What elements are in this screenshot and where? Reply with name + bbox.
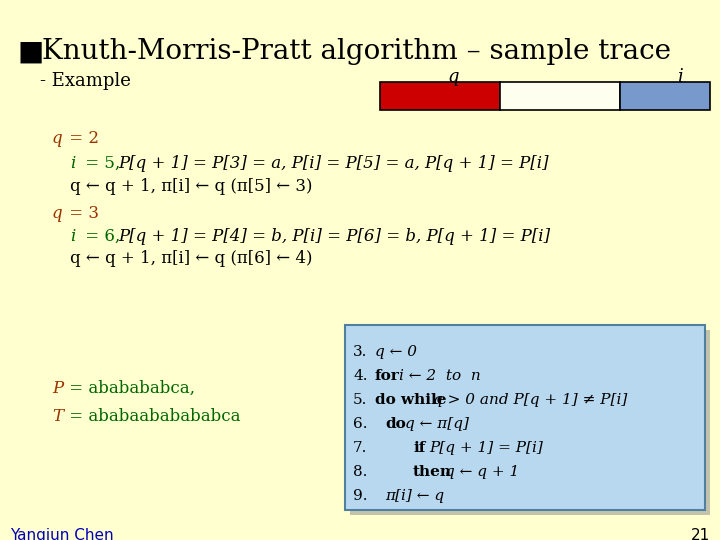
Text: q ← π[q]: q ← π[q] — [405, 417, 469, 431]
Text: 9.: 9. — [353, 489, 367, 503]
Text: i: i — [677, 68, 683, 86]
Text: = 3: = 3 — [64, 205, 99, 222]
Text: q > 0 and P[q + 1] ≠ P[i]: q > 0 and P[q + 1] ≠ P[i] — [433, 393, 627, 407]
Text: Knuth-Morris-Pratt algorithm – sample trace: Knuth-Morris-Pratt algorithm – sample tr… — [42, 38, 671, 65]
Text: = 2: = 2 — [64, 130, 99, 147]
Text: T: T — [52, 408, 63, 425]
Text: = 6,: = 6, — [80, 228, 125, 245]
Text: for: for — [375, 369, 400, 383]
Text: do: do — [385, 417, 406, 431]
Text: do while: do while — [375, 393, 446, 407]
Text: q: q — [52, 130, 63, 147]
Text: ■: ■ — [18, 38, 44, 66]
Text: P[q + 1] = P[3] = a, P[i] = P[5] = a, P[q + 1] = P[i]: P[q + 1] = P[3] = a, P[i] = P[5] = a, P[… — [118, 155, 549, 172]
Text: if: if — [413, 441, 426, 455]
Bar — [345, 325, 705, 510]
Bar — [500, 82, 620, 110]
Text: Yangjun Chen: Yangjun Chen — [10, 528, 114, 540]
Text: q ← q + 1: q ← q + 1 — [445, 465, 519, 479]
Text: 21: 21 — [690, 528, 710, 540]
Text: 4.: 4. — [353, 369, 367, 383]
Text: = 5,: = 5, — [80, 155, 125, 172]
Text: i: i — [70, 228, 76, 245]
Text: = ababaababababca: = ababaababababca — [64, 408, 240, 425]
Text: - Example: - Example — [40, 72, 131, 90]
Bar — [620, 82, 710, 110]
Text: π[i] ← q: π[i] ← q — [385, 489, 444, 503]
Text: 6.: 6. — [353, 417, 367, 431]
Text: q ← 0: q ← 0 — [375, 345, 417, 359]
Text: q: q — [52, 205, 63, 222]
Text: P[q + 1] = P[i]: P[q + 1] = P[i] — [429, 441, 543, 455]
Text: q ← q + 1, π[i] ← q (π[6] ← 4): q ← q + 1, π[i] ← q (π[6] ← 4) — [70, 250, 312, 267]
Bar — [380, 82, 500, 110]
Text: 3.: 3. — [353, 345, 367, 359]
Text: 8.: 8. — [353, 465, 367, 479]
Text: = ababababca,: = ababababca, — [64, 380, 195, 397]
Text: 5.: 5. — [353, 393, 367, 407]
Bar — [350, 330, 710, 515]
Text: 7.: 7. — [353, 441, 367, 455]
Text: i: i — [70, 155, 76, 172]
Text: P: P — [52, 380, 63, 397]
Text: q: q — [447, 68, 459, 86]
Text: then: then — [413, 465, 452, 479]
Text: q ← q + 1, π[i] ← q (π[5] ← 3): q ← q + 1, π[i] ← q (π[5] ← 3) — [70, 178, 312, 195]
Text: P[q + 1] = P[4] = b, P[i] = P[6] = b, P[q + 1] = P[i]: P[q + 1] = P[4] = b, P[i] = P[6] = b, P[… — [118, 228, 550, 245]
Text: i ← 2  to  n: i ← 2 to n — [399, 369, 481, 383]
